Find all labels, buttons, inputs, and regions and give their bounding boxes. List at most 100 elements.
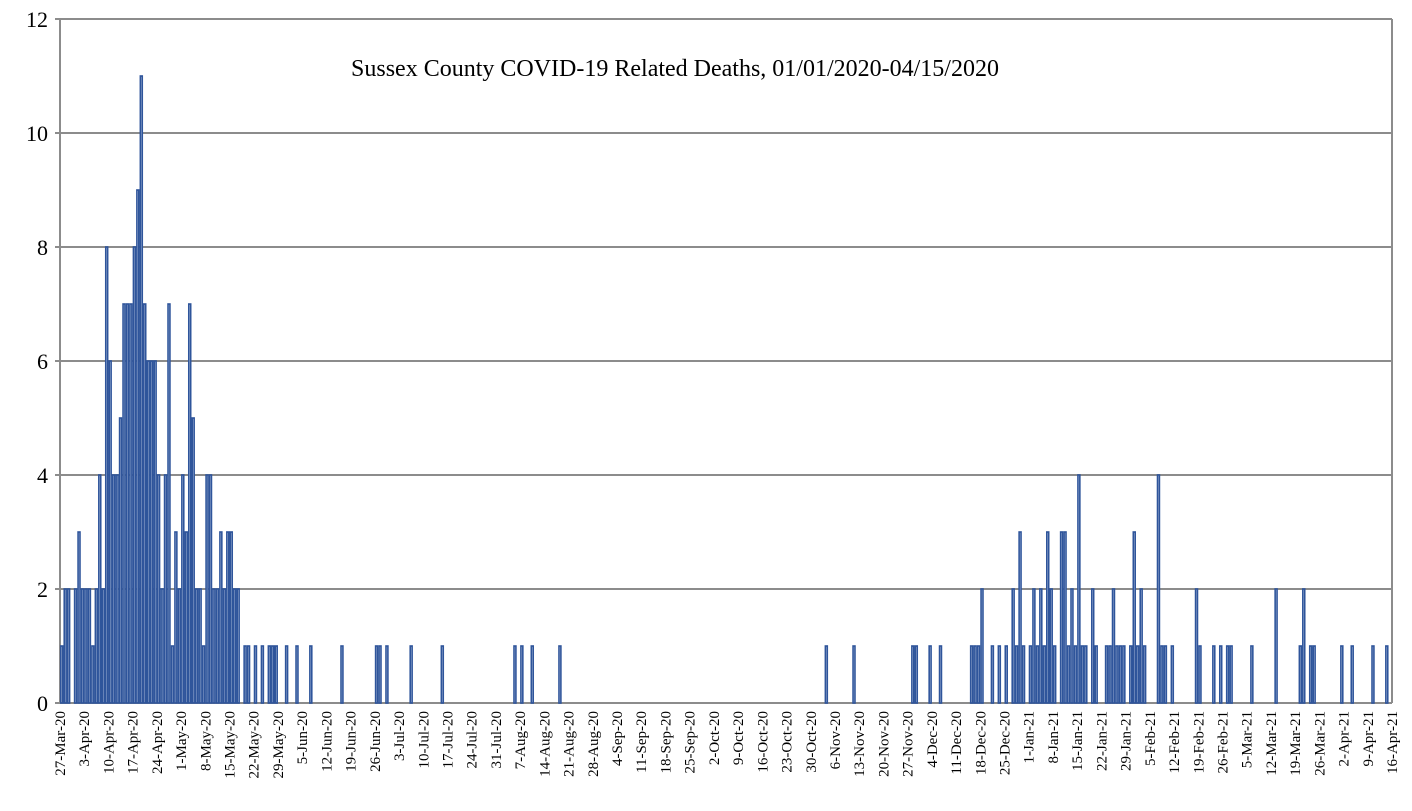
bar: [191, 417, 195, 704]
bar: [1129, 645, 1133, 704]
bar: [1111, 588, 1116, 704]
bar: [1046, 531, 1050, 704]
bar: [938, 645, 943, 704]
y-tick-label: 0: [37, 691, 48, 716]
bar: [1340, 645, 1344, 704]
x-tick-label: 23-Oct-20: [780, 711, 796, 773]
bar: [1139, 588, 1143, 704]
bar: [1032, 588, 1036, 704]
x-tick-label: 27-Mar-20: [53, 711, 69, 776]
x-tick-label: 15-May-20: [223, 711, 239, 779]
bar: [1298, 645, 1303, 704]
x-tick-label: 3-Apr-20: [77, 711, 93, 767]
x-tick-label: 13-Nov-20: [852, 711, 868, 777]
bar: [129, 303, 133, 704]
bar: [104, 246, 109, 704]
bar: [84, 588, 88, 704]
bar: [1160, 645, 1164, 704]
x-tick-label: 26-Feb-21: [1215, 711, 1231, 774]
bar: [976, 645, 981, 704]
bar: [1039, 588, 1043, 704]
bar: [997, 645, 1002, 704]
bar: [94, 588, 99, 704]
bar: [232, 588, 237, 704]
bar: [222, 588, 227, 704]
x-tick-label: 26-Jun-20: [368, 711, 384, 772]
x-tick-label: 8-Jan-21: [1046, 711, 1062, 764]
bar: [111, 474, 116, 704]
bar: [911, 645, 915, 704]
bar: [1063, 531, 1067, 704]
bar: [108, 360, 112, 704]
x-tick-label: 21-Aug-20: [562, 711, 578, 777]
x-tick-label: 17-Apr-20: [126, 711, 142, 774]
bar: [253, 645, 258, 704]
x-tick-label: 16-Oct-20: [755, 711, 771, 773]
bar: [177, 588, 182, 704]
bar: [1090, 588, 1095, 704]
bar: [149, 360, 154, 704]
bar: [1104, 645, 1109, 704]
x-tick-label: 1-Jan-21: [1022, 711, 1038, 764]
bar: [236, 588, 240, 704]
x-tick-label: 27-Nov-20: [901, 711, 917, 777]
bar: [378, 645, 382, 704]
bar: [174, 531, 178, 704]
bar: [990, 645, 995, 704]
bar: [118, 417, 123, 704]
bar: [1229, 645, 1233, 704]
bar: [77, 531, 81, 704]
bar: [1163, 645, 1168, 704]
bar: [1115, 645, 1119, 704]
bar: [205, 474, 209, 704]
bar: [1077, 474, 1081, 704]
bar: [215, 588, 220, 704]
bar: [115, 474, 119, 704]
bar: [167, 303, 171, 704]
x-tick-label: 17-Jul-20: [440, 711, 456, 769]
bar: [66, 588, 71, 704]
x-tick-label: 18-Sep-20: [658, 711, 674, 774]
x-tick-label: 25-Dec-20: [998, 711, 1014, 775]
bar: [246, 645, 251, 704]
x-tick-label: 22-May-20: [247, 711, 263, 779]
x-tick-label: 3-Jul-20: [392, 711, 408, 761]
bar: [132, 246, 137, 704]
bar: [1142, 645, 1147, 704]
x-tick-label: 31-Jul-20: [489, 711, 505, 769]
gridlines: [60, 18, 1393, 703]
y-tick-labels: 0 2 4 6 8 10 12: [26, 7, 48, 716]
bar: [1080, 645, 1085, 704]
bar: [187, 303, 192, 704]
x-tick-label: 24-Jul-20: [465, 711, 481, 769]
bar: [143, 303, 147, 704]
bar: [80, 588, 85, 704]
bar: [1052, 645, 1057, 704]
bar: [1084, 645, 1088, 704]
x-tick-label: 14-Aug-20: [537, 711, 553, 777]
y-tick-label: 8: [37, 235, 48, 260]
x-tick-label: 10-Jul-20: [416, 711, 432, 769]
x-tick-label: 24-Apr-20: [150, 711, 166, 774]
bar: [87, 588, 92, 704]
x-tick-label: 15-Jan-21: [1070, 711, 1086, 771]
y-tick-label: 10: [26, 121, 48, 146]
bar: [1118, 645, 1123, 704]
bar: [409, 645, 413, 704]
x-tick-label: 5-Mar-21: [1240, 711, 1256, 768]
bar: [156, 474, 161, 704]
x-tick-label: 2-Apr-21: [1337, 711, 1353, 767]
bar: [139, 75, 144, 704]
x-tick-label: 19-Feb-21: [1191, 711, 1207, 774]
chart-title: Sussex County COVID-19 Related Deaths, 0…: [351, 56, 999, 82]
bar: [1059, 531, 1064, 704]
bar: [219, 531, 223, 704]
bar: [170, 645, 175, 704]
bar: [184, 531, 189, 704]
bar: [1312, 645, 1316, 704]
bar: [1198, 645, 1202, 704]
x-tick-label: 4-Sep-20: [610, 711, 626, 766]
bar: [440, 645, 445, 704]
x-tick-label: 25-Sep-20: [683, 711, 699, 774]
bar: [274, 645, 278, 704]
